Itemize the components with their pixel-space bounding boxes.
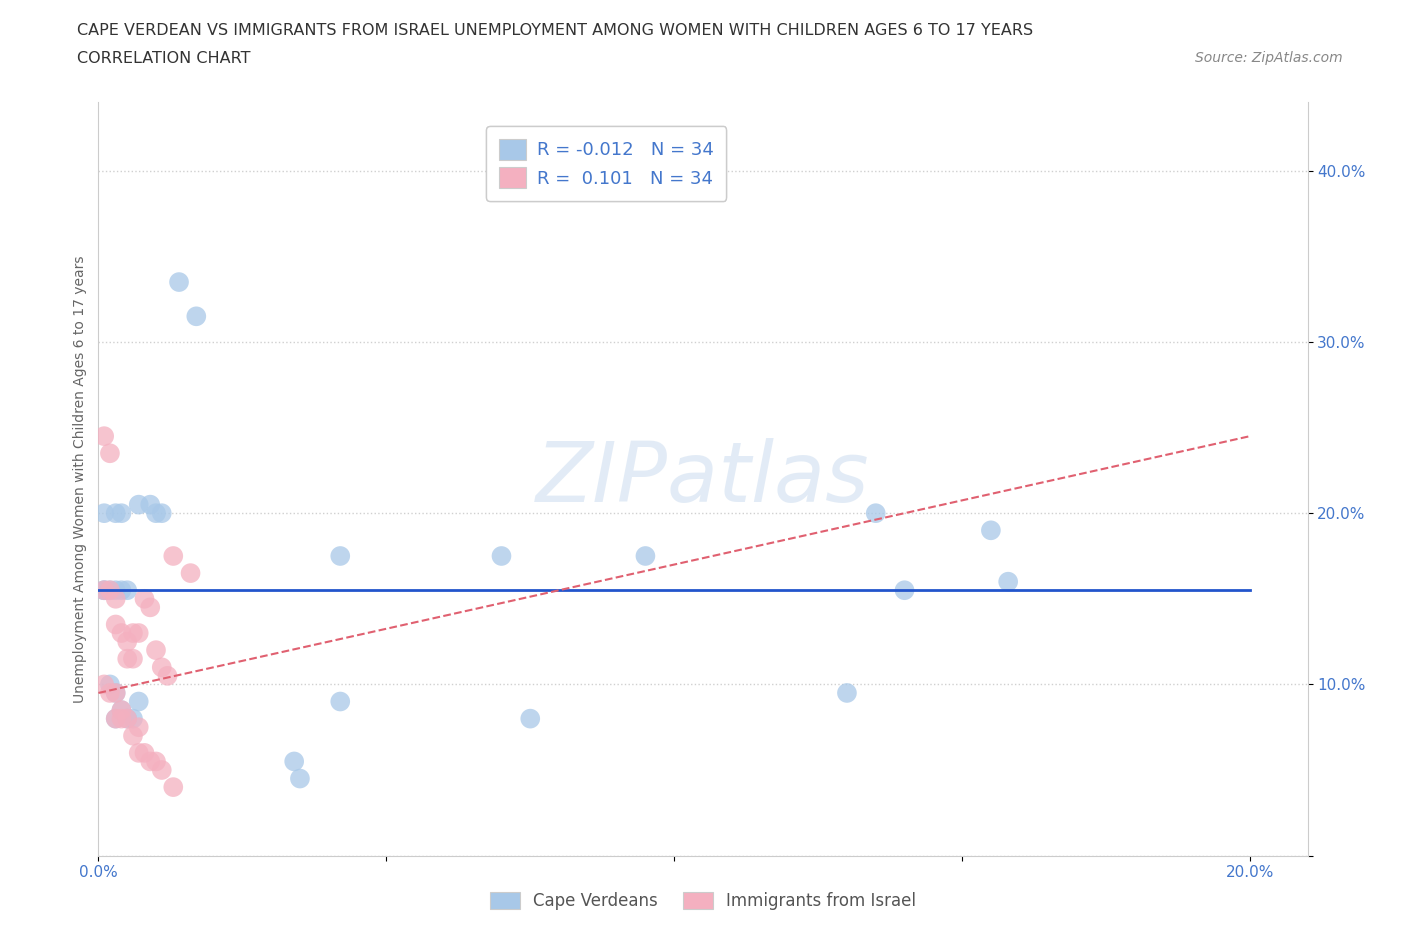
Point — [104, 685, 127, 700]
Point — [98, 583, 121, 598]
Point — [115, 711, 138, 726]
Point — [156, 669, 179, 684]
Point — [128, 498, 150, 512]
Point — [104, 591, 127, 606]
Point — [98, 445, 121, 460]
Point — [167, 274, 190, 289]
Point — [93, 583, 115, 598]
Point — [104, 711, 127, 726]
Point — [180, 565, 202, 580]
Point — [150, 763, 173, 777]
Y-axis label: Unemployment Among Women with Children Ages 6 to 17 years: Unemployment Among Women with Children A… — [73, 255, 87, 703]
Point — [93, 583, 115, 598]
Point — [115, 583, 138, 598]
Point — [110, 626, 132, 641]
Point — [980, 523, 1002, 538]
Point — [110, 506, 132, 521]
Point — [162, 779, 184, 794]
Point — [122, 728, 145, 743]
Text: ZIPatlas: ZIPatlas — [536, 438, 870, 520]
Point — [134, 746, 156, 761]
Point — [104, 617, 127, 631]
Point — [128, 720, 150, 735]
Point — [128, 626, 150, 641]
Point — [128, 746, 150, 761]
Point — [110, 703, 132, 718]
Point — [115, 651, 138, 666]
Point — [162, 549, 184, 564]
Point — [329, 549, 352, 564]
Point — [139, 600, 162, 615]
Legend: R = -0.012   N = 34, R =  0.101   N = 34: R = -0.012 N = 34, R = 0.101 N = 34 — [486, 126, 727, 201]
Point — [288, 771, 311, 786]
Point — [122, 626, 145, 641]
Point — [835, 685, 858, 700]
Point — [98, 583, 121, 598]
Point — [128, 694, 150, 709]
Point — [329, 694, 352, 709]
Point — [134, 591, 156, 606]
Point — [104, 711, 127, 726]
Point — [110, 583, 132, 598]
Point — [186, 309, 208, 324]
Point — [98, 677, 121, 692]
Point — [122, 651, 145, 666]
Point — [93, 677, 115, 692]
Point — [93, 429, 115, 444]
Point — [139, 754, 162, 769]
Point — [145, 643, 167, 658]
Point — [145, 754, 167, 769]
Point — [98, 685, 121, 700]
Point — [93, 506, 115, 521]
Point — [110, 711, 132, 726]
Point — [283, 754, 305, 769]
Point — [865, 506, 887, 521]
Text: Source: ZipAtlas.com: Source: ZipAtlas.com — [1195, 51, 1343, 65]
Point — [145, 506, 167, 521]
Point — [491, 549, 513, 564]
Point — [115, 634, 138, 649]
Point — [150, 506, 173, 521]
Point — [93, 583, 115, 598]
Point — [110, 703, 132, 718]
Point — [997, 574, 1019, 589]
Point — [104, 685, 127, 700]
Point — [122, 711, 145, 726]
Point — [104, 506, 127, 521]
Text: CAPE VERDEAN VS IMMIGRANTS FROM ISRAEL UNEMPLOYMENT AMONG WOMEN WITH CHILDREN AG: CAPE VERDEAN VS IMMIGRANTS FROM ISRAEL U… — [77, 23, 1033, 38]
Point — [893, 583, 915, 598]
Point — [115, 711, 138, 726]
Point — [139, 498, 162, 512]
Point — [634, 549, 657, 564]
Point — [150, 660, 173, 675]
Legend: Cape Verdeans, Immigrants from Israel: Cape Verdeans, Immigrants from Israel — [484, 885, 922, 917]
Point — [104, 583, 127, 598]
Point — [519, 711, 541, 726]
Text: CORRELATION CHART: CORRELATION CHART — [77, 51, 250, 66]
